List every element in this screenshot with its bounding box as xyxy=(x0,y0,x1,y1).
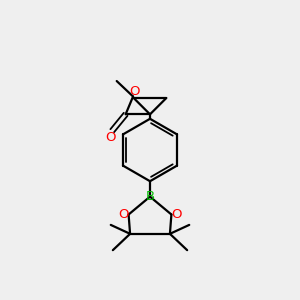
Text: B: B xyxy=(146,190,154,203)
Text: O: O xyxy=(172,208,182,221)
Text: O: O xyxy=(129,85,140,98)
Text: O: O xyxy=(118,208,128,221)
Text: O: O xyxy=(106,131,116,144)
